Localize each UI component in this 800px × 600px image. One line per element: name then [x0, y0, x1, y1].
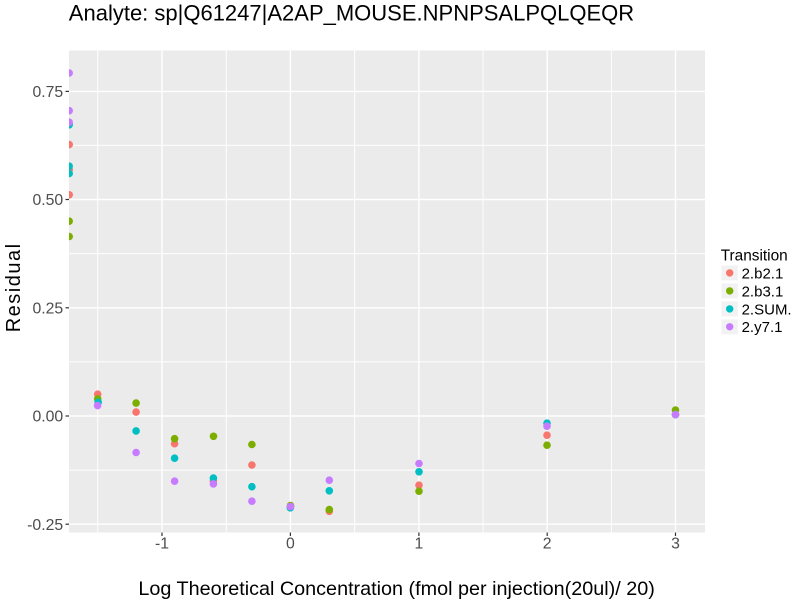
svg-text:2.SUM.: 2.SUM. — [742, 301, 792, 318]
svg-text:0: 0 — [286, 536, 295, 553]
svg-text:Analyte: sp|Q61247|A2AP_MOUSE.: Analyte: sp|Q61247|A2AP_MOUSE.NPNPSALPQL… — [69, 1, 634, 26]
svg-text:Residual: Residual — [3, 242, 25, 332]
svg-text:2.b3.1: 2.b3.1 — [742, 283, 784, 300]
svg-text:0.25: 0.25 — [32, 300, 63, 317]
svg-text:-0.25: -0.25 — [27, 517, 63, 534]
svg-text:-1: -1 — [155, 536, 169, 553]
svg-text:Transition: Transition — [721, 248, 788, 265]
svg-text:3: 3 — [671, 536, 680, 553]
svg-text:2.y7.1: 2.y7.1 — [742, 319, 783, 336]
svg-text:1: 1 — [415, 536, 424, 553]
svg-text:2.b2.1: 2.b2.1 — [742, 265, 784, 282]
svg-text:2: 2 — [543, 536, 552, 553]
svg-text:0.00: 0.00 — [32, 409, 63, 426]
svg-text:0.50: 0.50 — [32, 192, 63, 209]
svg-text:0.75: 0.75 — [32, 84, 63, 101]
svg-text:Log Theoretical Concentration: Log Theoretical Concentration (fmol per … — [138, 578, 654, 600]
